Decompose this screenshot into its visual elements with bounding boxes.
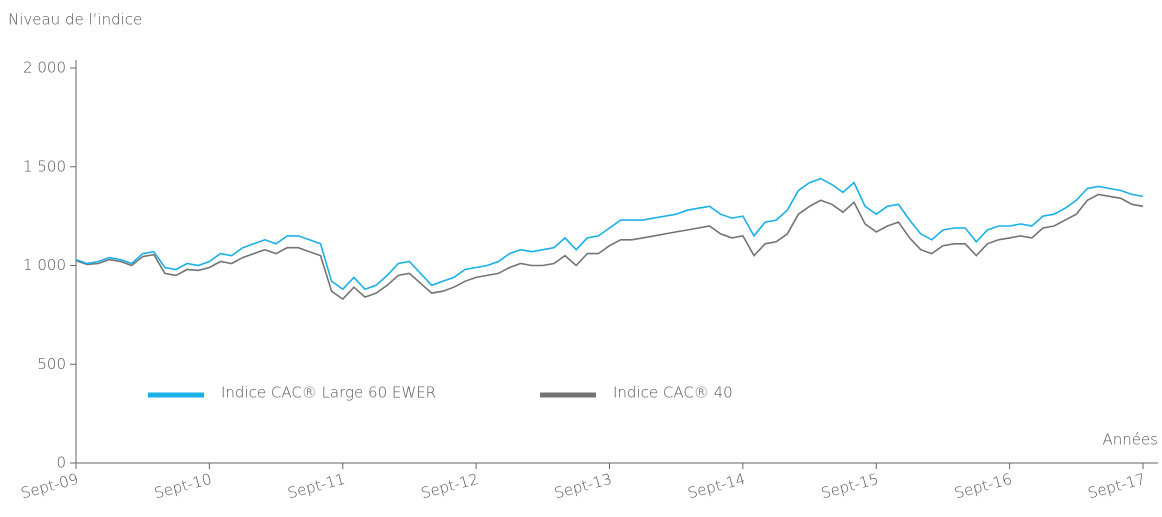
x-tick-label: Sept-17 [1086, 470, 1147, 503]
y-tick-label: 500 [37, 355, 66, 373]
legend-label: Indice CAC® 40 [613, 384, 733, 402]
series-line [75, 193, 1144, 301]
x-tick-label: Sept-14 [686, 470, 747, 503]
legend-label: Indice CAC® Large 60 EWER [221, 384, 436, 402]
series-line [75, 177, 1144, 291]
y-tick-label: 2 000 [23, 59, 66, 77]
y-axis-title: Niveau de l’indice [8, 11, 142, 29]
y-tick-label: 0 [56, 454, 66, 472]
x-tick-label: Sept-12 [419, 470, 480, 503]
y-tick-label: 1 500 [23, 157, 66, 175]
y-tick-label: 1 000 [23, 256, 66, 274]
x-axis-title: Années [1102, 431, 1158, 449]
x-tick-label: Sept-13 [552, 470, 613, 503]
x-tick-label: Sept-11 [286, 470, 347, 503]
x-tick-label: Sept-10 [152, 470, 213, 503]
x-tick-label: Sept-15 [819, 470, 880, 503]
x-tick-label: Sept-09 [19, 470, 80, 503]
x-tick-label: Sept-16 [953, 470, 1014, 503]
